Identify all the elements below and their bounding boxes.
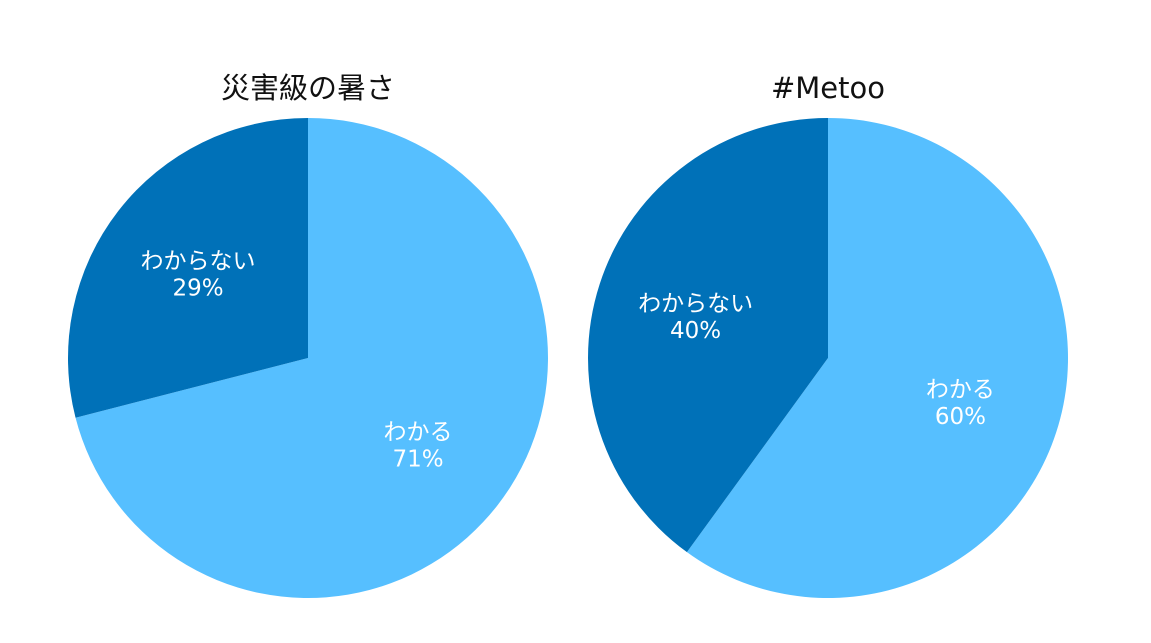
slice-category-label-heat-1: わからない xyxy=(141,249,256,275)
pie-slice-heat-1 xyxy=(67,118,308,418)
chart-title-heat: 災害級の暑さ xyxy=(221,71,395,105)
slice-value-label-metoo-1: 40% xyxy=(670,318,721,344)
slice-value-label-heat-1: 29% xyxy=(172,276,223,302)
pie-slice-heat-0 xyxy=(75,118,548,598)
slice-value-label-heat-0: 71% xyxy=(392,446,443,472)
chart-title-metoo: #Metoo xyxy=(771,71,885,105)
slice-category-label-metoo-0: わかる xyxy=(926,377,995,403)
pie-slice-metoo-0 xyxy=(686,118,1069,598)
slice-value-label-metoo-0: 60% xyxy=(935,404,986,430)
pie-slice-metoo-1 xyxy=(588,118,828,553)
slice-category-label-metoo-1: わからない xyxy=(638,291,753,317)
slice-category-label-heat-0: わかる xyxy=(384,419,453,445)
